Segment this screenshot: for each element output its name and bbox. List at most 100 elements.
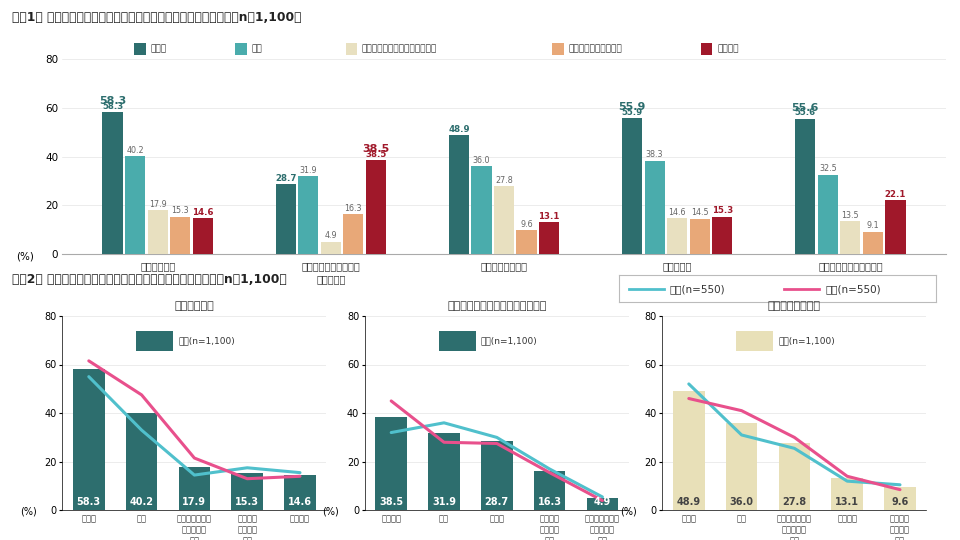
Bar	[885, 200, 905, 254]
Y-axis label: (%): (%)	[620, 506, 636, 516]
Text: 48.9: 48.9	[677, 497, 701, 507]
Text: 15.3: 15.3	[235, 497, 259, 507]
Title: 携帯・スマートフォン・パソコン: 携帯・スマートフォン・パソコン	[447, 301, 546, 311]
Text: 36.0: 36.0	[730, 497, 754, 507]
Bar	[103, 112, 123, 254]
Bar	[179, 467, 210, 510]
Text: 再利用・リユースする: 再利用・リユースする	[568, 44, 622, 53]
Bar	[831, 478, 863, 510]
Bar	[299, 176, 319, 254]
Text: 38.5: 38.5	[379, 497, 403, 507]
Text: 48.9: 48.9	[448, 125, 469, 133]
Text: 全体(n=1,100): 全体(n=1,100)	[179, 336, 235, 346]
Bar	[73, 369, 105, 510]
Text: 捨てる: 捨てる	[151, 44, 167, 53]
Text: 9.1: 9.1	[867, 221, 879, 230]
Bar	[818, 175, 838, 254]
Text: 31.9: 31.9	[300, 166, 317, 175]
Text: 13.1: 13.1	[539, 212, 560, 220]
Bar	[193, 218, 213, 254]
Bar	[689, 219, 709, 254]
Y-axis label: (%): (%)	[20, 506, 36, 516]
Bar	[712, 217, 732, 254]
Bar	[375, 417, 407, 510]
Text: 15.3: 15.3	[711, 206, 732, 215]
Text: 保管する: 保管する	[717, 44, 738, 53]
Text: 27.8: 27.8	[782, 497, 806, 507]
Text: 4.9: 4.9	[594, 497, 611, 507]
Bar	[231, 473, 263, 510]
Bar	[840, 221, 860, 254]
Text: 27.8: 27.8	[495, 176, 513, 185]
Bar	[276, 184, 296, 254]
Text: 32.5: 32.5	[819, 164, 837, 173]
Bar	[534, 471, 565, 510]
FancyBboxPatch shape	[439, 332, 476, 351]
Text: 16.3: 16.3	[345, 204, 362, 213]
Text: 55.6: 55.6	[795, 108, 816, 117]
Bar	[622, 118, 642, 254]
Bar	[344, 214, 364, 254]
Bar	[779, 443, 810, 510]
Text: 4.9: 4.9	[324, 232, 337, 240]
Text: 28.7: 28.7	[276, 173, 297, 183]
Bar	[449, 135, 469, 254]
Text: 55.9: 55.9	[618, 102, 646, 112]
Text: 58.3: 58.3	[99, 96, 127, 106]
Bar	[884, 487, 916, 510]
Text: ＜図2＞ 男女別　使わなくなったものへの行動　（複数回答：n＝1,100）: ＜図2＞ 男女別 使わなくなったものへの行動 （複数回答：n＝1,100）	[12, 273, 286, 286]
Text: 58.3: 58.3	[102, 102, 123, 111]
Bar	[644, 161, 664, 254]
Bar	[493, 186, 515, 254]
Text: 13.5: 13.5	[842, 211, 859, 220]
Text: 40.2: 40.2	[130, 497, 154, 507]
Text: 36.0: 36.0	[472, 156, 491, 165]
Text: 13.1: 13.1	[835, 497, 859, 507]
Bar	[516, 231, 537, 254]
Title: 衣料・服飾品: 衣料・服飾品	[175, 301, 214, 311]
Text: 男性(n=550): 男性(n=550)	[670, 284, 726, 294]
FancyBboxPatch shape	[136, 332, 174, 351]
Text: 55.9: 55.9	[621, 107, 642, 117]
Text: 売る: 売る	[252, 44, 262, 53]
Text: 14.6: 14.6	[288, 497, 312, 507]
Text: 38.3: 38.3	[646, 150, 663, 159]
Text: 全体(n=1,100): 全体(n=1,100)	[779, 336, 835, 346]
Bar	[321, 242, 341, 254]
Text: 28.7: 28.7	[485, 497, 509, 507]
Text: 9.6: 9.6	[520, 220, 533, 229]
Text: 40.2: 40.2	[127, 146, 144, 154]
Bar	[863, 232, 883, 254]
Bar	[539, 222, 559, 254]
Text: 9.6: 9.6	[892, 497, 908, 507]
Y-axis label: (%): (%)	[16, 252, 35, 261]
Bar	[587, 498, 618, 510]
Y-axis label: (%): (%)	[323, 506, 339, 516]
Bar	[125, 156, 145, 254]
Text: 全体(n=1,100): 全体(n=1,100)	[481, 336, 538, 346]
Text: 女性(n=550): 女性(n=550)	[826, 284, 880, 294]
Bar	[673, 392, 705, 510]
Text: 17.9: 17.9	[149, 200, 166, 209]
Bar	[366, 160, 386, 254]
Text: 55.6: 55.6	[792, 103, 819, 113]
Bar	[667, 218, 687, 254]
Text: 22.1: 22.1	[885, 190, 906, 199]
Text: 14.6: 14.6	[668, 208, 686, 217]
Bar	[481, 441, 513, 510]
Bar	[471, 166, 492, 254]
Title: 玩具・ベビー用品: 玩具・ベビー用品	[768, 301, 821, 311]
Bar	[126, 413, 157, 510]
Bar	[170, 217, 190, 254]
Text: 31.9: 31.9	[432, 497, 456, 507]
Text: 16.3: 16.3	[538, 497, 562, 507]
Text: 15.3: 15.3	[171, 206, 189, 215]
Text: 38.5: 38.5	[362, 144, 390, 154]
Text: 友人、知人などにあげる・譲る: 友人、知人などにあげる・譲る	[362, 44, 437, 53]
Bar	[795, 119, 815, 254]
Bar	[428, 433, 460, 510]
Text: 38.5: 38.5	[365, 150, 387, 159]
FancyBboxPatch shape	[736, 332, 774, 351]
Text: 14.6: 14.6	[192, 208, 213, 217]
Text: 58.3: 58.3	[77, 497, 101, 507]
